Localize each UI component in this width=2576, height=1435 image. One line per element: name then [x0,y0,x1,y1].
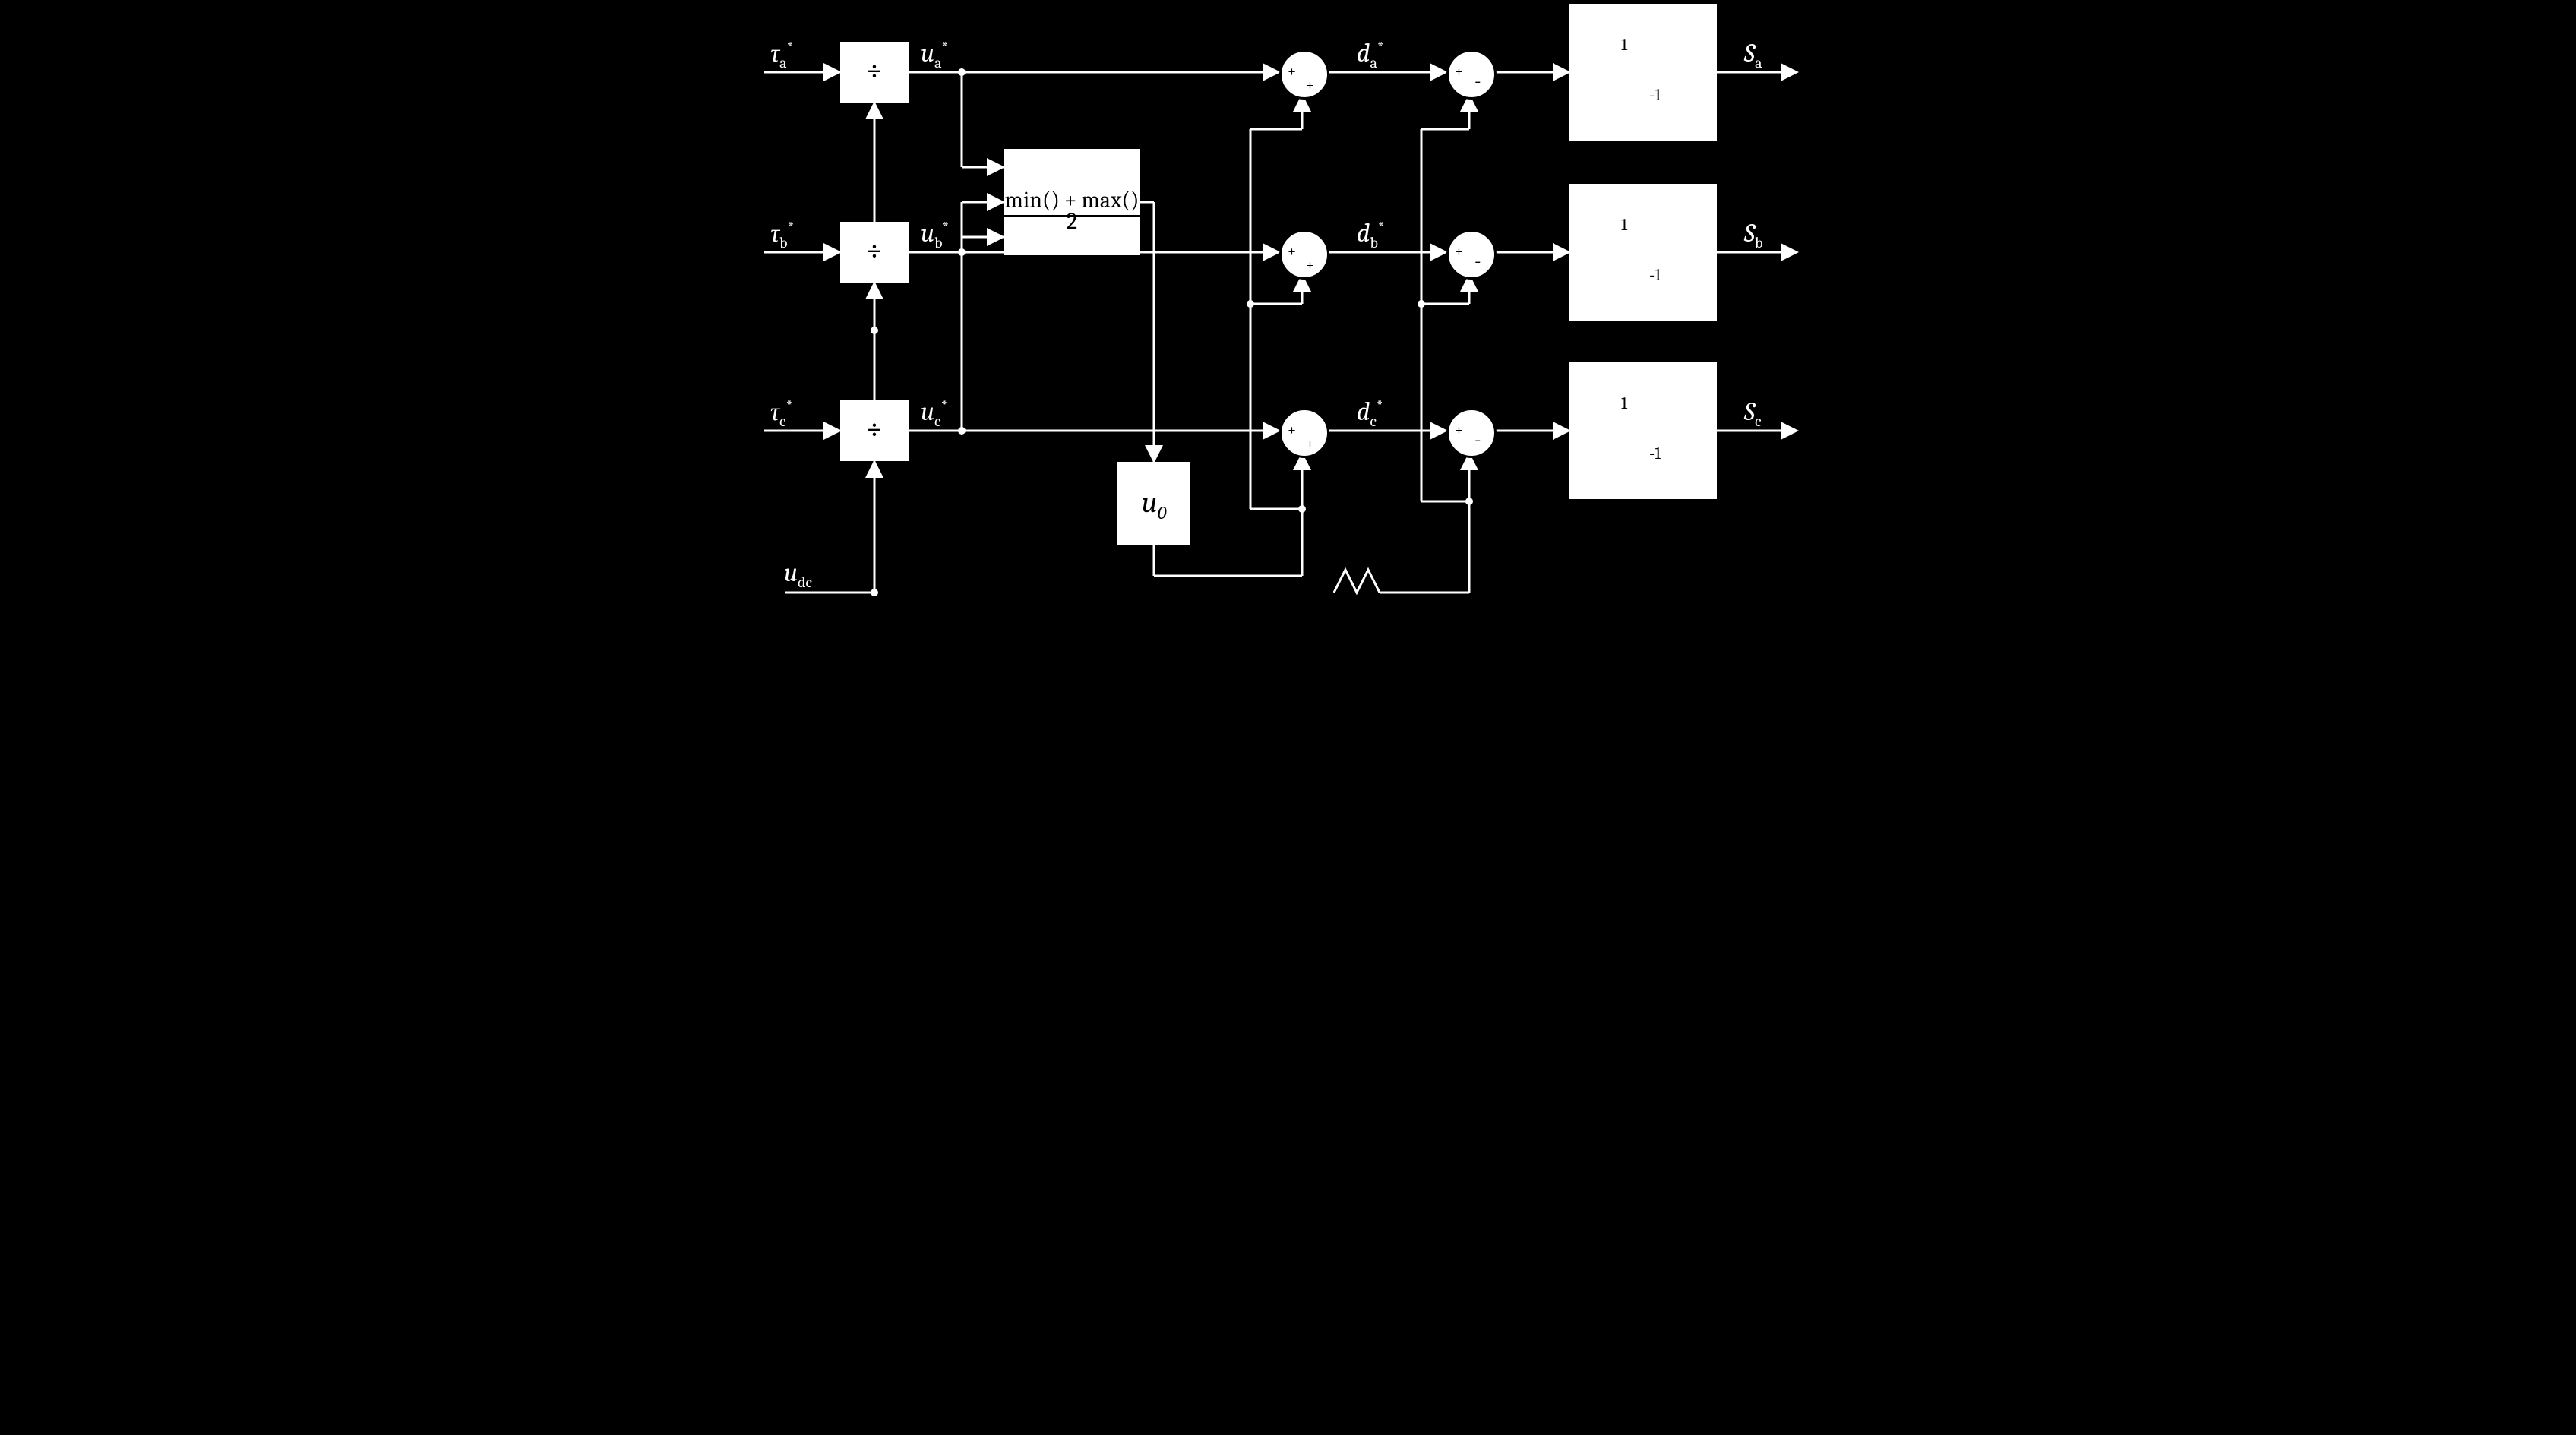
label-ua: ua* [921,38,948,71]
minmax-denom: 2 [1004,208,1140,235]
divide-block-c: ÷ [840,400,909,461]
relay-block-b [1569,184,1717,321]
label-taua: τa* [770,38,793,71]
sum2-b: + - [1446,229,1497,280]
divide-symbol: ÷ [868,58,882,87]
label-udc: udc [784,558,812,591]
label-tauc: τc* [770,397,792,430]
divide-block-b: ÷ [840,222,909,283]
label-sa: Sa [1744,38,1762,71]
sum1-b: + + [1279,229,1329,280]
block-diagram-canvas: ÷ ÷ ÷ min() + max() 2 u0 + + + [734,0,1842,618]
sum-sign-left: + [1288,242,1296,260]
sum-sign-bottom: + [1306,256,1314,273]
u0-label: u0 [1142,485,1167,523]
sum-sign-left: + [1288,421,1296,438]
minmax-half-block: min() + max() 2 [1004,149,1140,255]
label-uc: uc* [921,397,947,430]
relay-a-minus1: -1 [1649,85,1661,105]
sum2-a: + - [1446,49,1497,100]
sum1-c: + + [1279,408,1329,458]
relay-b-plus1: 1 [1621,215,1627,235]
divide-symbol: ÷ [868,416,882,445]
sum-sign-left: + [1455,421,1463,438]
sum2-c: + - [1446,408,1497,458]
sum-sign-left: + [1455,62,1463,80]
relay-c-plus1: 1 [1621,394,1627,413]
sum-sign-bottom: + [1306,76,1314,93]
relay-c-minus1: -1 [1649,444,1661,463]
sum-sign-bottom: - [1474,76,1481,87]
relay-block-c [1569,362,1717,499]
sum-sign-bottom: - [1474,256,1481,267]
relay-b-minus1: -1 [1649,265,1661,285]
divide-symbol: ÷ [868,238,882,267]
label-sb: Sb [1744,218,1762,251]
relay-block-a [1569,4,1717,141]
label-dc: dc* [1357,397,1383,430]
u0-block: u0 [1117,462,1190,545]
label-taub: τb* [770,218,794,251]
divide-block-a: ÷ [840,42,909,103]
label-ub: ub* [921,218,949,251]
label-da: da* [1357,38,1383,71]
label-db: db* [1357,218,1384,251]
sum1-a: + + [1279,49,1329,100]
sum-sign-left: + [1288,62,1296,80]
sum-sign-bottom: + [1306,435,1314,452]
relay-a-plus1: 1 [1621,35,1627,55]
label-sc: Sc [1744,397,1762,430]
sum-sign-bottom: - [1474,435,1481,445]
sum-sign-left: + [1455,242,1463,260]
